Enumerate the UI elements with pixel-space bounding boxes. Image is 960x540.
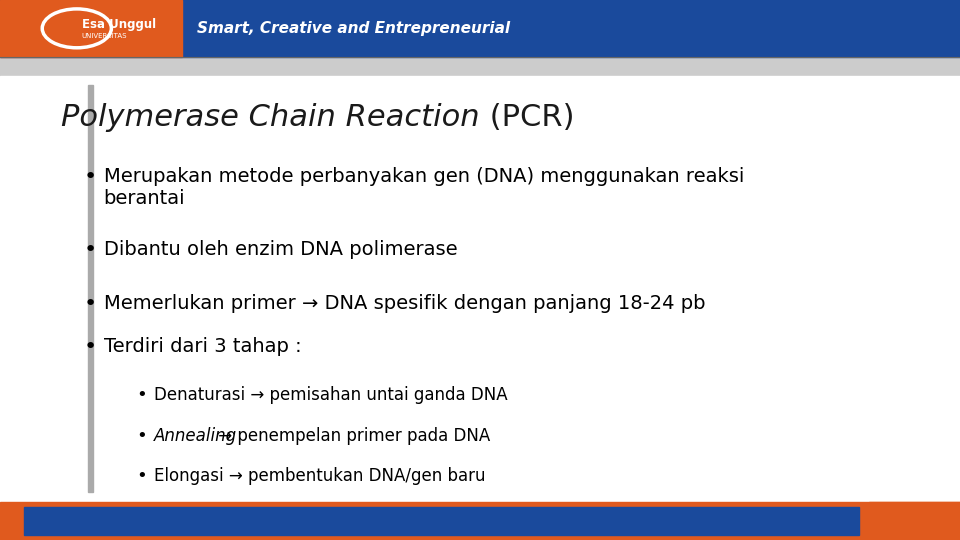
Text: Annealing: Annealing	[154, 427, 237, 444]
Text: Smart, Creative and Entrepreneurial: Smart, Creative and Entrepreneurial	[197, 21, 510, 36]
Text: •: •	[84, 294, 97, 314]
Text: (PCR): (PCR)	[480, 103, 574, 132]
Text: •: •	[84, 240, 97, 260]
Text: Esa Unggul: Esa Unggul	[82, 17, 156, 31]
Text: Dibantu oleh enzim DNA polimerase: Dibantu oleh enzim DNA polimerase	[104, 240, 457, 259]
Text: •: •	[136, 386, 147, 404]
Text: UNIVERSITAS: UNIVERSITAS	[82, 33, 127, 39]
Bar	[0, 0, 960, 57]
Bar	[869, 502, 960, 540]
Text: Polymerase Chain Reaction: Polymerase Chain Reaction	[61, 103, 480, 132]
Bar	[0, 76, 960, 502]
Text: •: •	[136, 467, 147, 485]
Bar	[0, 502, 960, 540]
Text: Memerlukan primer → DNA spesifik dengan panjang 18-24 pb: Memerlukan primer → DNA spesifik dengan …	[104, 294, 706, 313]
Text: •: •	[136, 427, 147, 444]
Text: Elongasi → pembentukan DNA/gen baru: Elongasi → pembentukan DNA/gen baru	[154, 467, 485, 485]
Text: Merupakan metode perbanyakan gen (DNA) menggunakan reaksi
berantai: Merupakan metode perbanyakan gen (DNA) m…	[104, 167, 744, 208]
Bar	[24, 507, 859, 536]
Bar	[0, 0, 182, 57]
Text: Denaturasi → pemisahan untai ganda DNA: Denaturasi → pemisahan untai ganda DNA	[154, 386, 507, 404]
Text: → penempelan primer pada DNA: → penempelan primer pada DNA	[213, 427, 491, 444]
Text: Terdiri dari 3 tahap :: Terdiri dari 3 tahap :	[104, 338, 301, 356]
Bar	[0, 57, 960, 76]
Text: •: •	[84, 167, 97, 187]
Bar	[88, 85, 93, 492]
Text: •: •	[84, 338, 97, 357]
